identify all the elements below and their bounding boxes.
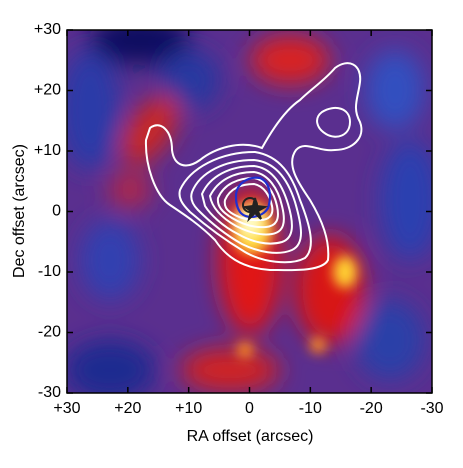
x-tick-label: +20 — [114, 400, 141, 417]
image-map — [67, 30, 432, 393]
x-axis-label: RA offset (arcsec) — [187, 428, 314, 445]
source-markers — [242, 197, 269, 223]
y-tick-label: +20 — [34, 82, 61, 99]
y-tick-label: -30 — [38, 384, 61, 401]
y-axis-label: Dec offset (arcsec) — [11, 144, 28, 278]
x-tick-label: +10 — [175, 400, 202, 417]
x-tick-label: +30 — [53, 400, 80, 417]
x-tick-label: 0 — [245, 400, 254, 417]
y-tick-label: +30 — [34, 21, 61, 38]
contours — [144, 62, 363, 272]
x-tick-label: -20 — [360, 400, 383, 417]
y-tick-label: -10 — [38, 263, 61, 280]
x-tick-label: -30 — [420, 400, 443, 417]
x-tick-label: -10 — [299, 400, 322, 417]
y-tick-label: +10 — [34, 142, 61, 159]
contour-blue — [234, 176, 271, 218]
y-tick-label: 0 — [52, 203, 61, 220]
y-tick-label: -20 — [38, 324, 61, 341]
